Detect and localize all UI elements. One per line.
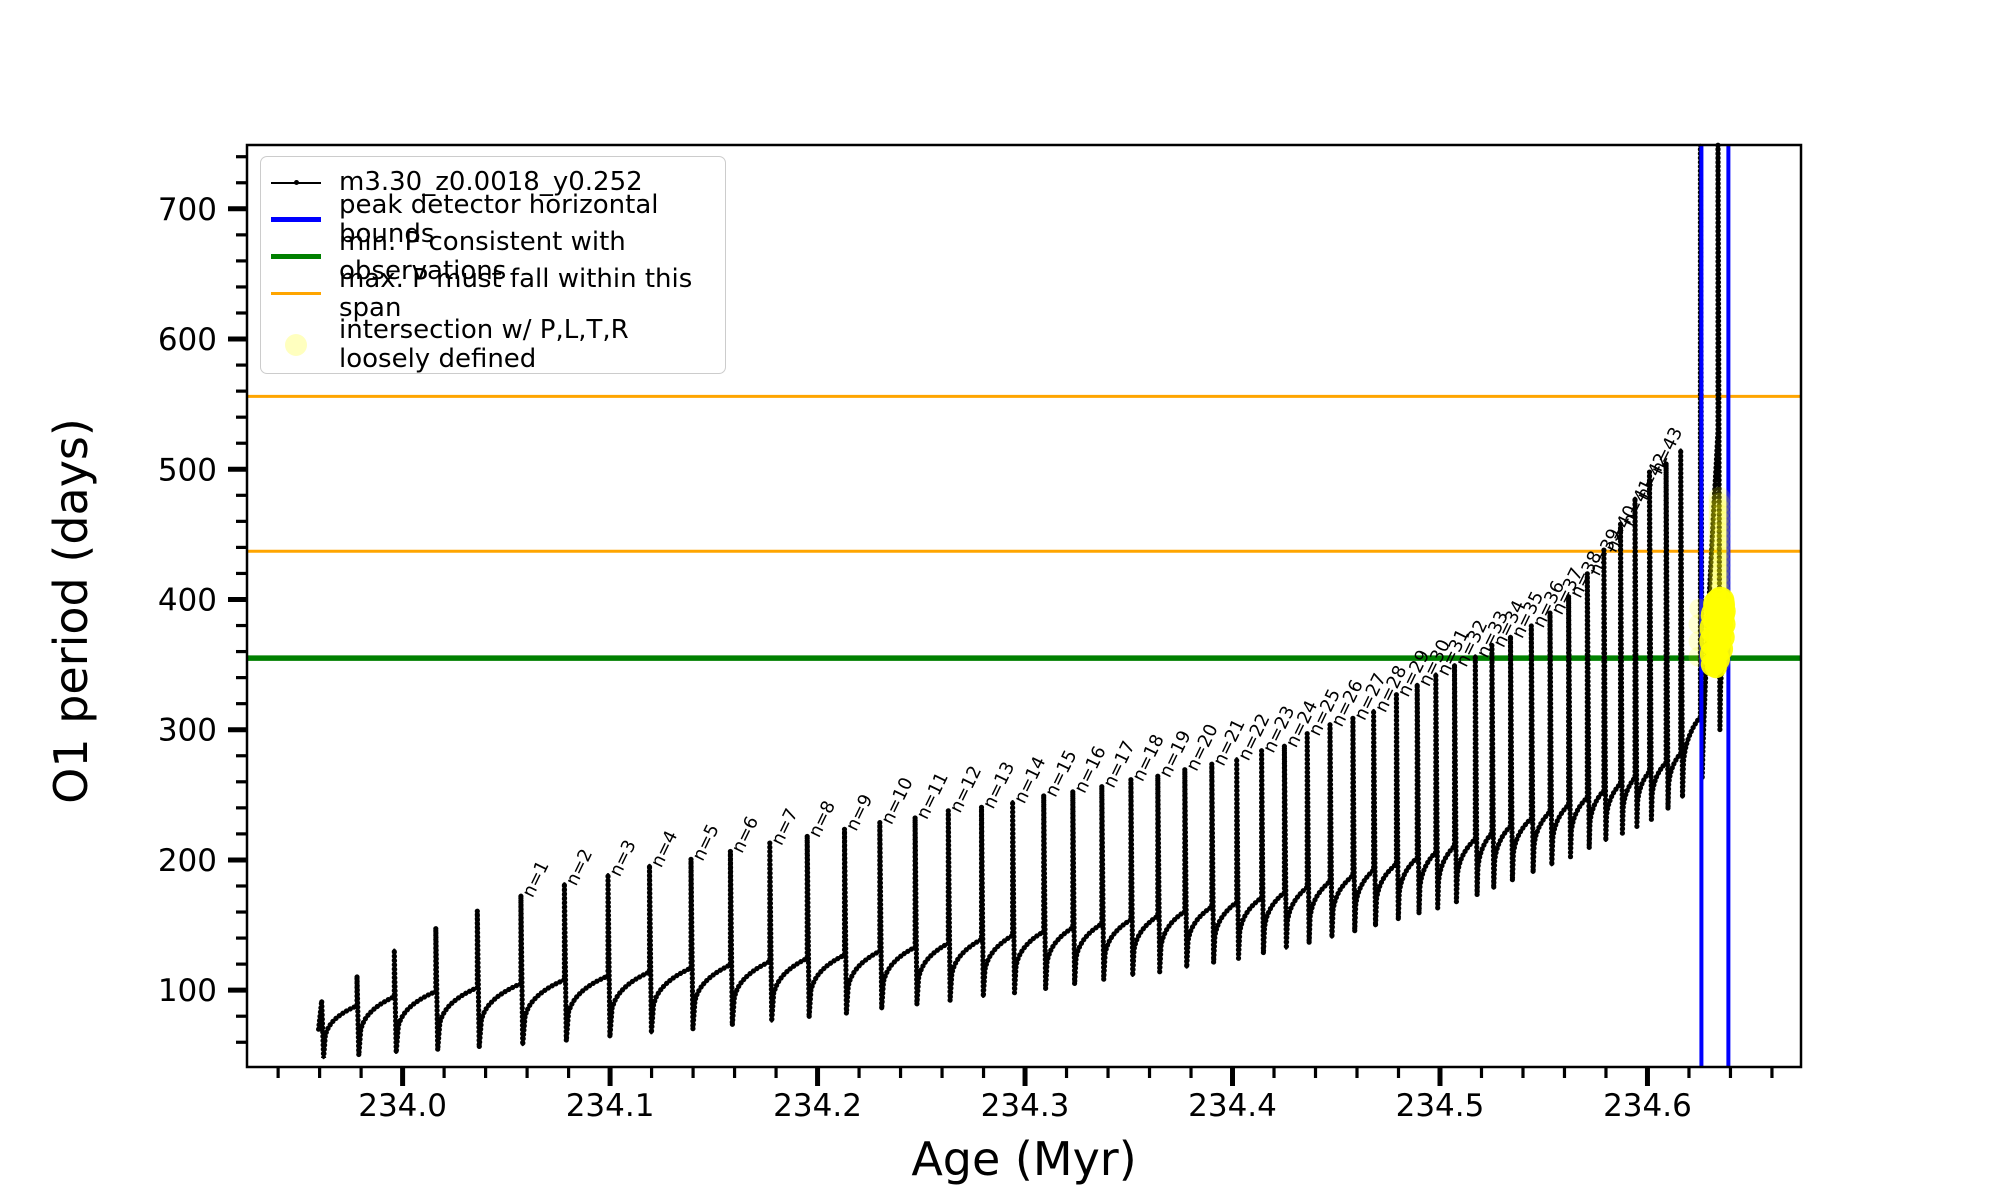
legend-label: peak detector horizontal bounds [339,189,659,249]
intersection-faint-marker [1708,510,1731,533]
spike-label-n=7: n=7 [767,805,803,848]
intersection-faint-marker [1708,563,1731,586]
y-tick-label: 400 [158,582,217,618]
spike-label-n=9: n=9 [842,791,878,834]
spike-label-n=8: n=8 [804,798,840,841]
series-line-swatch [271,180,321,185]
intersection-faint-marker [1708,492,1731,515]
y-tick-label: 500 [158,452,217,488]
y-tick-label: 600 [158,322,217,358]
yellow-marker-swatch [271,334,321,356]
orange-line-swatch [271,292,321,295]
x-tick-label: 234.1 [566,1088,655,1124]
series-markers [316,144,1735,1059]
legend-entry-peak-bounds: peak detector horizontal bounds [271,190,711,248]
x-tick-label: 234.0 [358,1088,447,1124]
x-tick-label: 234.5 [1396,1088,1485,1124]
legend: m3.30_z0.0018_y0.252 peak detector horiz… [260,156,726,374]
x-tick-label: 234.6 [1603,1088,1692,1124]
intersection-faint-marker [1708,527,1731,550]
intersection-faint-marker [1708,568,1731,591]
legend-entry-min-p: min. P consistent with observations [271,227,711,285]
y-tick-label: 200 [158,843,217,879]
blue-line-swatch [271,217,321,222]
legend-label: max. P must fall within this span [339,263,693,323]
x-axis-label: Age (Myr) [911,1132,1137,1186]
intersection-faint-marker [1708,545,1731,568]
intersection-faint-marker [1708,539,1731,562]
legend-label: m3.30_z0.0018_y0.252 [339,167,643,197]
spike-label-n=6: n=6 [728,813,764,856]
x-tick-label: 234.4 [1188,1088,1277,1124]
y-tick-label: 300 [158,713,217,749]
spike-label-n=3: n=3 [605,837,641,880]
legend-label: intersection w/ P,L,T,R loosely defined [339,315,629,374]
intersection-faint-marker [1708,522,1731,545]
spike-label-n=1: n=1 [518,857,554,900]
spike-label-n=4: n=4 [647,827,683,870]
intersection-faint-marker [1708,504,1731,527]
intersection-faint-marker [1708,551,1731,574]
spike-label-n=2: n=2 [562,846,598,889]
y-axis-label: O1 period (days) [44,418,98,804]
spike-label-n=5: n=5 [688,821,724,864]
x-tick-label: 234.3 [981,1088,1070,1124]
intersection-faint-marker [1708,557,1731,580]
x-tick-label: 234.2 [773,1088,862,1124]
green-line-swatch [271,254,321,259]
y-tick-label: 100 [158,973,217,1009]
legend-label: min. P consistent with observations [339,226,626,286]
intersection-faint-marker [1708,498,1731,521]
intersection-faint-marker [1708,516,1731,539]
intersection-faint-marker [1708,533,1731,556]
y-tick-label: 700 [158,192,217,228]
spike-label-n=10: n=10 [877,774,918,828]
legend-entry-intersection: intersection w/ P,L,T,R loosely defined [271,312,711,378]
spike-label-n=15: n=15 [1041,747,1082,801]
legend-entry-series: m3.30_z0.0018_y0.252 [271,164,711,201]
legend-entry-max-p: max. P must fall within this span [271,264,711,322]
intersection-blob-marker [1704,656,1727,679]
intersection-faint-marker [1708,486,1731,509]
